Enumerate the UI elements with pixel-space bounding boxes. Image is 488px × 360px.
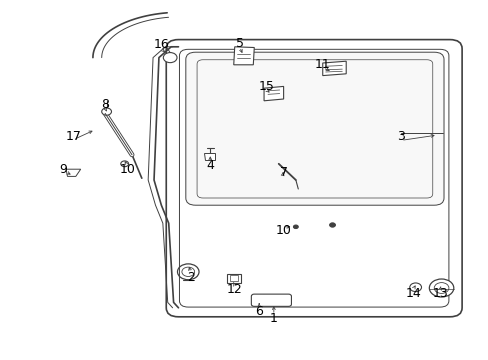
Polygon shape xyxy=(255,295,268,303)
Text: 17: 17 xyxy=(65,130,81,143)
Text: 15: 15 xyxy=(258,80,274,93)
Polygon shape xyxy=(233,47,254,65)
Polygon shape xyxy=(66,169,81,176)
FancyBboxPatch shape xyxy=(251,294,291,306)
Circle shape xyxy=(329,223,335,227)
Circle shape xyxy=(121,161,128,167)
Text: 10: 10 xyxy=(119,163,135,176)
Text: 16: 16 xyxy=(153,39,169,51)
Text: 13: 13 xyxy=(431,287,447,300)
Circle shape xyxy=(102,108,111,115)
Polygon shape xyxy=(204,153,215,160)
Text: 9: 9 xyxy=(60,163,67,176)
Polygon shape xyxy=(322,61,346,76)
Text: 3: 3 xyxy=(396,130,404,143)
FancyBboxPatch shape xyxy=(185,52,443,205)
FancyBboxPatch shape xyxy=(166,40,461,317)
Text: 2: 2 xyxy=(186,271,194,284)
Circle shape xyxy=(293,225,298,229)
Text: 5: 5 xyxy=(235,37,243,50)
Text: 11: 11 xyxy=(314,58,330,71)
Circle shape xyxy=(409,283,421,292)
Text: 10: 10 xyxy=(275,224,291,237)
Text: 4: 4 xyxy=(206,159,214,172)
Text: 7: 7 xyxy=(279,166,287,179)
Circle shape xyxy=(428,279,453,297)
Circle shape xyxy=(163,53,177,63)
Text: 12: 12 xyxy=(226,283,242,296)
Text: 14: 14 xyxy=(405,287,420,300)
Text: 6: 6 xyxy=(255,305,263,318)
Text: 1: 1 xyxy=(269,312,277,325)
Text: 8: 8 xyxy=(101,98,109,111)
Polygon shape xyxy=(264,86,283,101)
